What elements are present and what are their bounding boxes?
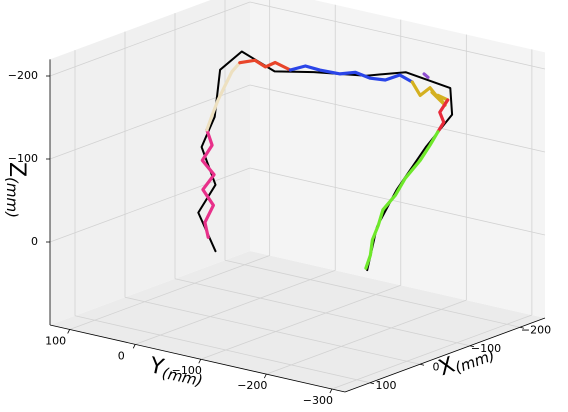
trajectory bbox=[436, 98, 450, 134]
z-tick-label: −100 bbox=[8, 152, 38, 165]
x-tick-label: 100 bbox=[376, 379, 397, 392]
y-tick-label: −200 bbox=[237, 379, 267, 392]
back-pane bbox=[250, 0, 545, 318]
y-tick-label: −100 bbox=[172, 364, 202, 377]
tick-mark bbox=[263, 373, 267, 379]
floor-pane bbox=[50, 251, 545, 392]
grid-line bbox=[124, 296, 421, 365]
side-pane bbox=[50, 0, 250, 325]
z-tick-label: −200 bbox=[8, 69, 38, 82]
x-tick-label: −200 bbox=[521, 323, 551, 336]
x-axis-line bbox=[344, 317, 546, 393]
axis-unit: (mm) bbox=[4, 177, 22, 218]
axis-letter: Y bbox=[147, 353, 167, 381]
grid-line bbox=[49, 167, 251, 243]
grid-line bbox=[249, 1, 546, 70]
grid-line bbox=[200, 284, 401, 360]
grid-line bbox=[266, 299, 467, 375]
grid-line bbox=[49, 1, 251, 77]
y-tick-label: 0 bbox=[118, 349, 125, 362]
grid-line bbox=[174, 278, 471, 347]
z-axis-label: Z(mm) bbox=[4, 162, 30, 218]
grid-line bbox=[249, 84, 546, 153]
y-tick-label: −300 bbox=[303, 394, 333, 407]
z-tick-label: 0 bbox=[31, 235, 38, 248]
grid-line bbox=[224, 259, 521, 328]
y-tick-label: 100 bbox=[45, 334, 66, 347]
panes bbox=[50, 0, 545, 392]
grid-line bbox=[69, 255, 270, 330]
x-tick-label: 0 bbox=[433, 360, 440, 373]
trajectory bbox=[288, 64, 414, 84]
grid-line bbox=[249, 167, 546, 236]
axis-letter: Z bbox=[4, 162, 29, 177]
trajectory bbox=[205, 61, 242, 132]
trajectory bbox=[197, 50, 454, 272]
tick-mark bbox=[132, 344, 136, 349]
grid-line bbox=[331, 314, 533, 390]
grid-line bbox=[135, 269, 336, 345]
trajectories bbox=[197, 50, 454, 272]
y-axis-line bbox=[49, 324, 346, 393]
tick-mark bbox=[67, 329, 71, 334]
grid-line bbox=[74, 315, 371, 384]
trajectory bbox=[200, 128, 216, 239]
grid bbox=[46, 0, 546, 394]
tick-mark bbox=[198, 359, 202, 364]
trajectory bbox=[410, 80, 450, 107]
trajectory bbox=[364, 130, 440, 270]
trajectory bbox=[238, 58, 292, 72]
x-tick-label: −100 bbox=[471, 342, 501, 355]
tick-mark bbox=[329, 388, 333, 394]
trajectory bbox=[422, 72, 430, 79]
